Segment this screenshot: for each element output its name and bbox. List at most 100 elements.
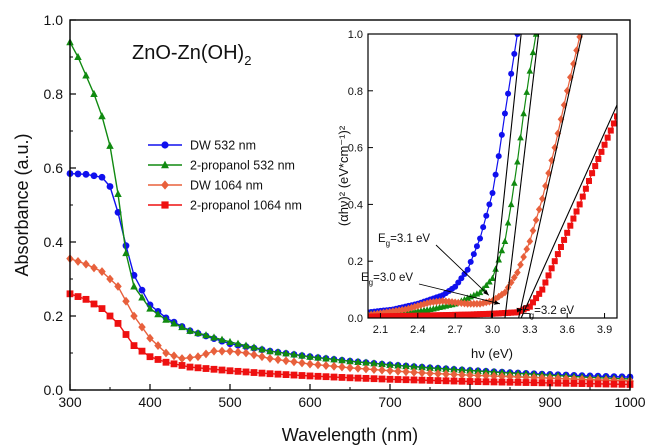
main-data-point	[154, 356, 162, 363]
main-data-point	[338, 374, 346, 381]
inset-data-point	[467, 311, 474, 318]
main-data-point	[250, 369, 258, 376]
main-data-point	[282, 349, 290, 357]
inset-data-point	[539, 286, 546, 293]
main-data-point	[418, 376, 426, 384]
inset-y-tick-label: 1.0	[348, 29, 363, 41]
main-data-point	[306, 352, 314, 360]
inset-x-tick-label: 3.9	[597, 324, 612, 336]
main-data-point	[314, 372, 322, 380]
inset-data-point	[585, 177, 592, 184]
inset-data-point	[526, 237, 534, 246]
inset-data-point	[545, 272, 552, 279]
inset-data-point	[517, 260, 524, 269]
main-data-point	[530, 373, 538, 382]
main-data-point	[298, 372, 306, 379]
main-series-layer	[66, 38, 634, 388]
inset-data-point	[398, 306, 406, 314]
main-data-point	[314, 353, 322, 361]
main-data-point	[234, 367, 242, 375]
main-data-point	[178, 362, 186, 369]
inset-data-point	[514, 34, 521, 37]
inset-data-point	[511, 50, 518, 57]
inset-data-point	[598, 148, 605, 155]
bandgap-label-symbol: E	[522, 305, 530, 317]
inset-data-point	[436, 312, 443, 318]
main-chart-title: ZnO-Zn(OH)2	[132, 42, 251, 68]
main-data-point	[298, 358, 306, 368]
inset-data-point	[551, 258, 558, 265]
main-data-point	[202, 365, 210, 372]
inset-data-point	[486, 310, 493, 317]
inset-data-point	[557, 115, 565, 124]
main-data-point	[426, 363, 434, 371]
main-y-tick-label: 0.2	[44, 308, 64, 324]
inset-data-point	[436, 297, 443, 306]
main-data-point	[282, 356, 290, 366]
main-data-point	[434, 369, 442, 379]
inset-data-point	[507, 200, 515, 208]
bandgap-label-value: =3.1 eV	[390, 233, 430, 245]
main-data-point	[186, 326, 194, 334]
inset-data-point	[402, 312, 409, 318]
main-y-tick-label: 0.0	[44, 382, 64, 398]
main-data-point	[346, 374, 354, 382]
inset-data-point	[455, 279, 462, 286]
inset-data-point	[567, 73, 574, 82]
main-data-point	[162, 348, 170, 358]
bandgap-label-sub: g	[386, 239, 390, 248]
inset-series-3	[368, 113, 617, 318]
main-data-point	[74, 257, 82, 266]
inset-data-point	[529, 299, 536, 306]
bandgap-arrow-head	[483, 289, 489, 296]
bandgap-label-value: =3.0 eV	[373, 272, 413, 284]
main-data-point	[442, 369, 450, 379]
main-data-point	[322, 354, 330, 362]
main-data-point	[354, 357, 362, 365]
inset-data-point	[505, 90, 512, 97]
main-data-point	[82, 170, 90, 178]
inset-data-point	[414, 302, 422, 310]
inset-data-point	[408, 312, 415, 318]
inset-data-point	[461, 270, 468, 277]
bandgap-arrow-head	[494, 300, 500, 305]
main-data-point	[362, 364, 370, 374]
main-data-point	[146, 353, 154, 361]
inset-data-point	[482, 298, 490, 307]
bandgap-arrow-line	[418, 283, 501, 305]
inset-data-point	[504, 219, 512, 226]
inset-data-point	[482, 281, 490, 289]
inset-y-tick-label: 0.0	[348, 313, 363, 325]
main-data-point	[450, 365, 458, 373]
main-absorbance-chart: 300 400 500 600 700 800 900 1000 0.0 0.2 0.4 0.6 0.8…	[12, 12, 646, 445]
main-data-point	[354, 363, 362, 373]
inset-x-tick-label: 3.6	[560, 324, 575, 336]
main-series-3	[66, 290, 634, 388]
main-data-point	[146, 304, 154, 312]
main-data-point	[194, 364, 202, 372]
main-data-point	[226, 367, 234, 375]
inset-data-point	[523, 245, 531, 254]
legend: DW 532 nm 2-propanol 532 nm DW 1064 nm 2-pr…	[148, 139, 302, 213]
legend-swatch-marker	[161, 201, 169, 209]
main-data-point	[410, 367, 418, 377]
inset-data-point	[498, 310, 505, 317]
inset-linear-fit	[504, 34, 540, 318]
inset-data-point	[542, 279, 549, 286]
bandgap-label-sub: g	[369, 278, 373, 287]
main-data-point	[122, 296, 130, 306]
main-chart-title-text: ZnO-Zn(OH)	[132, 42, 244, 64]
main-data-point	[482, 371, 490, 381]
main-data-point	[202, 349, 210, 359]
inset-data-point	[430, 312, 437, 318]
inset-data-point	[589, 170, 596, 177]
inset-data-point	[480, 311, 487, 318]
main-data-point	[434, 364, 442, 372]
main-data-point	[250, 350, 258, 360]
inset-data-point	[486, 201, 493, 208]
main-x-tick-label: 300	[58, 394, 82, 410]
main-data-point	[346, 363, 354, 373]
inset-data-point	[595, 155, 602, 162]
inset-data-point	[480, 224, 487, 231]
